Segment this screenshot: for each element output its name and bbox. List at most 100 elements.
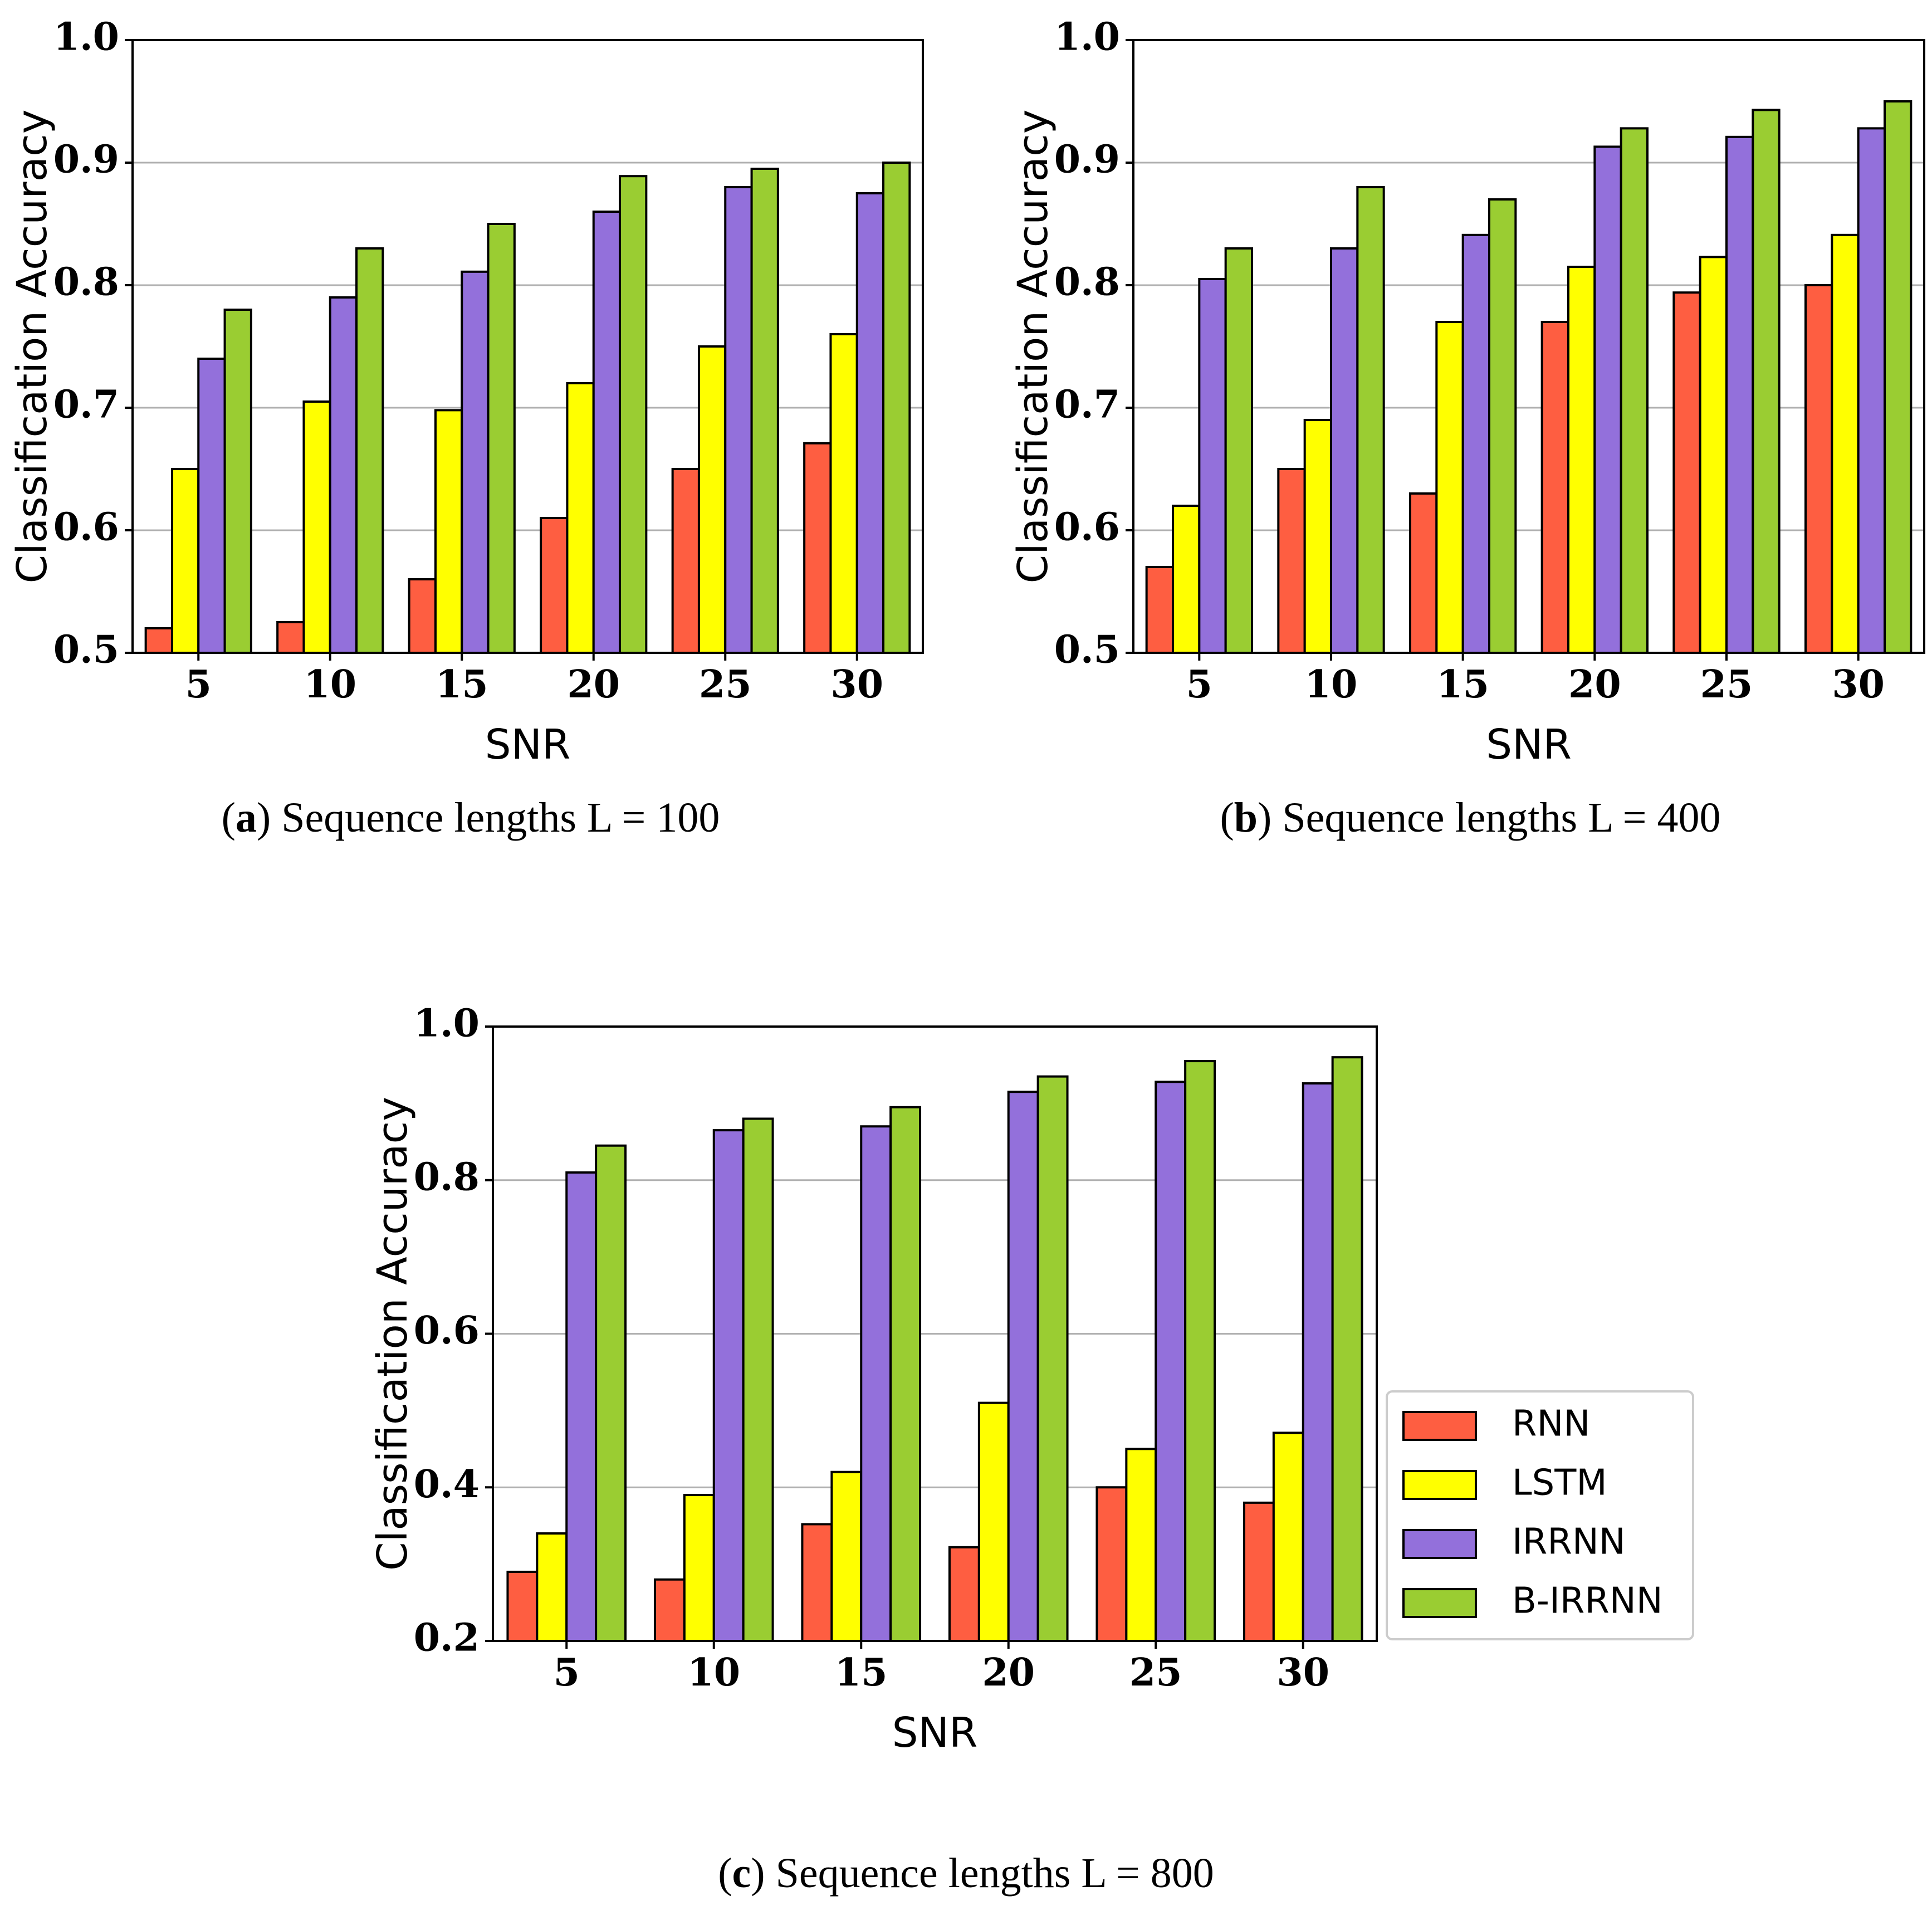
bar-b-irrnn-snr-25: [1752, 109, 1781, 654]
y-tick-label: 0.8: [53, 260, 119, 305]
bar-lstm-snr-10: [683, 1494, 715, 1643]
caption-b-text: Sequence lengths L = 400: [1282, 794, 1721, 841]
bar-lstm-snr-15: [1435, 321, 1464, 654]
bar-b-irrnn-snr-5: [223, 309, 252, 654]
x-axis-label: SNR: [892, 1709, 978, 1757]
bar-irrnn-snr-15: [1461, 233, 1491, 654]
caption-c: (c) Sequence lengths L = 800: [718, 1850, 1214, 1897]
bar-lstm-snr-25: [697, 345, 727, 654]
bar-irrnn-snr-15: [461, 270, 490, 654]
bar-rnn-snr-5: [506, 1570, 539, 1643]
x-tick-label: 5: [185, 662, 212, 707]
bar-irrnn-snr-15: [860, 1125, 892, 1643]
x-axis-label: SNR: [1486, 721, 1572, 769]
y-axis-label: Classification Accuracy: [8, 110, 56, 584]
bar-b-irrnn-snr-15: [889, 1106, 922, 1643]
bar-irrnn-snr-25: [1155, 1081, 1187, 1642]
bar-rnn-snr-20: [1540, 321, 1570, 654]
x-tick-label: 15: [436, 662, 488, 707]
bar-lstm-snr-30: [829, 333, 858, 654]
bar-rnn-snr-25: [1095, 1486, 1128, 1642]
bar-b-irrnn-snr-10: [355, 247, 384, 654]
y-tick-label: 0.7: [1054, 383, 1120, 427]
y-tick-label: 0.6: [1054, 505, 1120, 550]
bar-irrnn-snr-30: [855, 192, 885, 654]
bar-rnn-snr-30: [1243, 1501, 1275, 1642]
bar-irrnn-snr-20: [1593, 145, 1622, 654]
x-tick-label: 20: [982, 1650, 1035, 1695]
legend-label-b-irrnn: B-IRRNN: [1512, 1581, 1663, 1622]
y-tick-label: 0.8: [414, 1155, 480, 1199]
bar-b-irrnn-snr-20: [619, 175, 648, 654]
bar-irrnn-snr-10: [712, 1129, 745, 1642]
x-tick-label: 30: [1276, 1650, 1329, 1695]
y-tick-label: 0.9: [53, 138, 119, 182]
bar-lstm-snr-15: [830, 1470, 863, 1643]
legend-frame: [1386, 1390, 1694, 1640]
bar-lstm-snr-25: [1699, 256, 1728, 654]
bar-rnn-snr-10: [1277, 468, 1306, 654]
chart-panel-b: 0.5 0.6 0.7 0.8 0.9 1.0 5 10 15 20 25 30 SNR Classifi…: [1009, 15, 1925, 769]
bar-irrnn-snr-5: [197, 358, 226, 654]
bar-rnn-snr-25: [671, 468, 700, 654]
bar-b-irrnn-snr-30: [1884, 100, 1913, 654]
y-tick-label: 0.7: [53, 383, 119, 427]
y-tick-label: 1.0: [1054, 15, 1120, 60]
bar-rnn-snr-30: [1804, 284, 1833, 654]
bar-lstm-snr-15: [434, 409, 463, 654]
bar-rnn-snr-15: [408, 578, 437, 654]
bar-b-irrnn-snr-10: [742, 1117, 774, 1642]
y-axis-label: Classification Accuracy: [1009, 110, 1057, 584]
x-tick-label: 30: [830, 662, 883, 707]
caption-b: (b) Sequence lengths L = 400: [1220, 794, 1721, 841]
y-tick-label: 1.0: [53, 15, 119, 60]
x-tick-label: 10: [304, 662, 356, 707]
x-tick-label: 15: [1436, 662, 1489, 707]
bar-irrnn-snr-5: [565, 1171, 598, 1642]
x-tick-label: 10: [687, 1650, 740, 1695]
legend-swatch-lstm: [1402, 1470, 1477, 1500]
bar-b-irrnn-snr-25: [750, 168, 779, 654]
legend-label-rnn: RNN: [1512, 1404, 1590, 1445]
axes-frame: [1132, 39, 1925, 654]
y-tick-label: 0.8: [1054, 260, 1120, 305]
bar-b-irrnn-snr-10: [1356, 186, 1385, 654]
bar-b-irrnn-snr-5: [1224, 247, 1254, 654]
bar-irrnn-snr-20: [592, 211, 622, 654]
y-tick-label: 0.5: [1054, 628, 1120, 672]
bar-rnn-snr-10: [653, 1578, 686, 1642]
bar-rnn-snr-15: [801, 1523, 833, 1642]
caption-c-label: c: [732, 1850, 751, 1897]
caption-c-text: Sequence lengths L = 800: [775, 1850, 1214, 1897]
legend-swatch-b-irrnn: [1402, 1588, 1477, 1618]
bar-irrnn-snr-30: [1302, 1082, 1334, 1642]
bar-b-irrnn-snr-20: [1620, 127, 1649, 654]
x-tick-label: 25: [1129, 1650, 1182, 1695]
x-tick-label: 30: [1832, 662, 1885, 707]
bar-rnn-snr-5: [144, 627, 173, 654]
bar-rnn-snr-5: [1145, 566, 1175, 654]
legend-label-irrnn: IRRNN: [1512, 1522, 1626, 1563]
caption-a: (a) Sequence lengths L = 100: [221, 794, 720, 841]
y-tick-label: 0.2: [414, 1616, 480, 1660]
bar-b-irrnn-snr-30: [882, 162, 911, 654]
y-tick-label: 0.9: [1054, 138, 1120, 182]
x-tick-label: 15: [835, 1650, 888, 1695]
y-tick-label: 0.5: [53, 628, 119, 672]
bar-irrnn-snr-5: [1198, 278, 1227, 654]
bar-b-irrnn-snr-5: [595, 1144, 627, 1643]
bar-irrnn-snr-25: [724, 186, 753, 654]
x-tick-label: 5: [554, 1650, 580, 1695]
bar-lstm-snr-30: [1831, 233, 1860, 654]
bar-irrnn-snr-25: [1725, 135, 1754, 654]
x-tick-label: 20: [567, 662, 620, 707]
caption-a-label: a: [235, 794, 257, 841]
bar-lstm-snr-5: [536, 1532, 568, 1643]
y-tick-label: 0.4: [414, 1462, 480, 1507]
bar-b-irrnn-snr-20: [1036, 1075, 1069, 1642]
caption-b-label: b: [1234, 794, 1258, 841]
bar-b-irrnn-snr-30: [1331, 1056, 1363, 1642]
bar-rnn-snr-30: [803, 442, 832, 654]
bar-rnn-snr-20: [540, 517, 569, 654]
